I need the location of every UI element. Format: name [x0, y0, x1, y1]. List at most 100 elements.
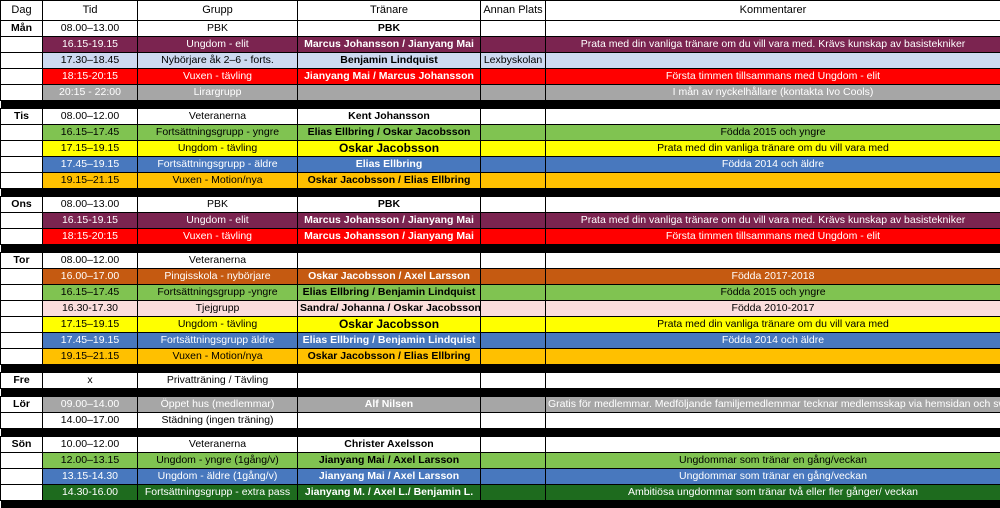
cell-tid: 08.00–12.00 — [43, 253, 138, 269]
cell-kommentar: Första timmen tillsammans med Ungdom - e… — [546, 69, 1000, 85]
cell-grupp: Privatträning / Tävling — [138, 373, 298, 389]
day-label-empty — [1, 317, 43, 333]
cell-kommentar: Första timmen tillsammans med Ungdom - e… — [546, 229, 1000, 245]
column-header-grupp: Grupp — [138, 1, 298, 21]
cell-annan-plats — [481, 317, 546, 333]
cell-tid: 18:15-20:15 — [43, 229, 138, 245]
day-label-empty — [1, 485, 43, 501]
day-separator — [1, 101, 1000, 109]
cell-kommentar: Födda 2010-2017 — [546, 301, 1000, 317]
cell-tranare: Elias Ellbring / Benjamin Lindquist — [298, 285, 481, 301]
cell-kommentar — [546, 173, 1000, 189]
day-label-empty — [1, 85, 43, 101]
day-label-ons: Ons — [1, 197, 43, 213]
cell-grupp: Fortsättningsgrupp - yngre — [138, 125, 298, 141]
cell-tid: 14.30-16.00 — [43, 485, 138, 501]
day-label-empty — [1, 413, 43, 429]
cell-annan-plats — [481, 157, 546, 173]
cell-tid: 09.00–14.00 — [43, 397, 138, 413]
cell-tranare: Elias Ellbring / Oskar Jacobsson — [298, 125, 481, 141]
cell-tid: 10.00–12.00 — [43, 437, 138, 453]
cell-tid: 16.15-19.15 — [43, 37, 138, 53]
cell-kommentar — [546, 373, 1000, 389]
cell-kommentar — [546, 253, 1000, 269]
cell-tranare: Oskar Jacobsson — [298, 141, 481, 157]
cell-annan-plats — [481, 213, 546, 229]
day-separator-band — [1, 429, 1000, 437]
day-label-empty — [1, 173, 43, 189]
cell-tid: 08.00–12.00 — [43, 109, 138, 125]
day-separator — [1, 389, 1000, 397]
day-label-empty — [1, 349, 43, 365]
cell-tid: x — [43, 373, 138, 389]
column-header-tid: Tid — [43, 1, 138, 21]
cell-tranare: Jianyang Mai / Marcus Johansson — [298, 69, 481, 85]
cell-grupp: Ungdom - elit — [138, 37, 298, 53]
day-separator-band — [1, 245, 1000, 253]
cell-tid: 12.00–13.15 — [43, 453, 138, 469]
cell-kommentar — [546, 349, 1000, 365]
day-label-empty — [1, 37, 43, 53]
cell-tranare: Oskar Jacobsson — [298, 317, 481, 333]
cell-grupp: PBK — [138, 197, 298, 213]
table-header-row: Dag Tid Grupp Tränare Annan Plats Kommen… — [1, 1, 1000, 21]
cell-kommentar — [546, 413, 1000, 429]
cell-tid: 20:15 - 22:00 — [43, 85, 138, 101]
cell-grupp: Vuxen - tävling — [138, 229, 298, 245]
cell-tid: 17.15–19.15 — [43, 317, 138, 333]
cell-grupp: Veteranerna — [138, 109, 298, 125]
cell-kommentar — [546, 109, 1000, 125]
cell-annan-plats — [481, 69, 546, 85]
cell-annan-plats — [481, 21, 546, 37]
cell-tranare: Jianyang Mai / Axel Larsson — [298, 453, 481, 469]
day-separator — [1, 189, 1000, 197]
day-separator-band — [1, 501, 1000, 508]
cell-grupp: Fortsättningsgrupp - extra pass — [138, 485, 298, 501]
day-label-empty — [1, 301, 43, 317]
cell-tranare: Jianyang M. / Axel L./ Benjamin L. — [298, 485, 481, 501]
cell-annan-plats — [481, 269, 546, 285]
cell-tid: 16.15-19.15 — [43, 213, 138, 229]
cell-tid: 08.00–13.00 — [43, 21, 138, 37]
cell-tranare: Marcus Johansson / Jianyang Mai — [298, 229, 481, 245]
cell-kommentar: Prata med din vanliga tränare om du vill… — [546, 37, 1000, 53]
cell-tranare: Sandra/ Johanna / Oskar Jacobsson — [298, 301, 481, 317]
column-header-dag: Dag — [1, 1, 43, 21]
cell-tid: 17.45–19.15 — [43, 333, 138, 349]
cell-grupp: Ungdom - äldre (1gång/v) — [138, 469, 298, 485]
day-label-empty — [1, 53, 43, 69]
cell-tranare: Alf Nilsen — [298, 397, 481, 413]
cell-tranare — [298, 373, 481, 389]
cell-tranare: Benjamin Lindquist — [298, 53, 481, 69]
cell-annan-plats — [481, 141, 546, 157]
cell-annan-plats — [481, 373, 546, 389]
cell-annan-plats — [481, 229, 546, 245]
day-separator-band — [1, 101, 1000, 109]
cell-grupp: Öppet hus (medlemmar) — [138, 397, 298, 413]
cell-tid: 14.00–17.00 — [43, 413, 138, 429]
day-label-sön: Sön — [1, 437, 43, 453]
cell-tid: 19.15–21.15 — [43, 349, 138, 365]
cell-grupp: Veteranerna — [138, 437, 298, 453]
cell-kommentar: Födda 2017-2018 — [546, 269, 1000, 285]
day-label-empty — [1, 125, 43, 141]
cell-kommentar: Ungdommar som tränar en gång/veckan — [546, 469, 1000, 485]
